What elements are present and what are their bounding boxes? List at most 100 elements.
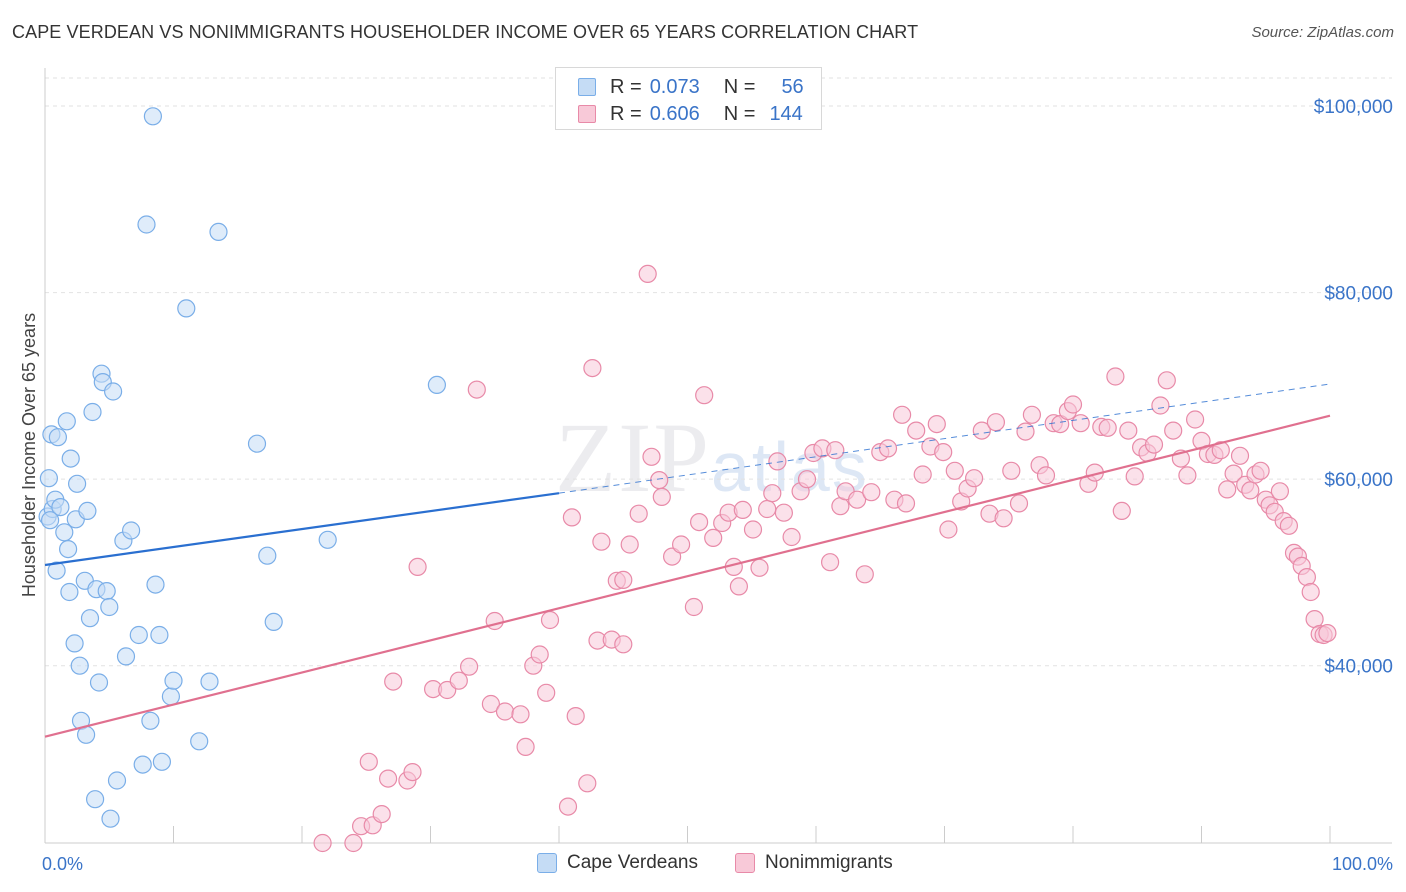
series-nonimmigrants <box>313 264 1337 853</box>
point-cape-verdeans <box>129 625 148 645</box>
point-nonimmigrants <box>1270 482 1290 501</box>
point-nonimmigrants <box>359 752 378 771</box>
stats-legend: R = 0.073 N = 56 R = 0.606 N = 144 <box>555 67 822 130</box>
legend-item-cape-verdeans[interactable]: Cape Verdeans <box>537 852 698 874</box>
point-nonimmigrants <box>1106 367 1125 386</box>
point-nonimmigrants <box>704 528 723 548</box>
point-nonimmigrants <box>344 833 363 853</box>
point-nonimmigrants <box>1063 395 1083 414</box>
point-nonimmigrants <box>1144 435 1164 454</box>
trend-lines <box>44 383 1331 738</box>
point-nonimmigrants <box>1185 410 1205 429</box>
legend-swatch-cape-verdeans <box>578 78 596 96</box>
point-cape-verdeans <box>161 687 180 706</box>
point-nonimmigrants <box>689 512 709 532</box>
point-nonimmigrants <box>1036 466 1056 485</box>
point-cape-verdeans <box>150 625 169 645</box>
legend-item-nonimmigrants[interactable]: Nonimmigrants <box>735 852 893 874</box>
point-cape-verdeans <box>177 299 196 318</box>
point-nonimmigrants <box>652 487 671 506</box>
point-nonimmigrants <box>562 508 582 527</box>
legend-n-value: 56 <box>781 75 804 98</box>
point-nonimmigrants <box>972 421 991 440</box>
point-nonimmigrants <box>372 804 391 824</box>
legend-r-value: 0.073 <box>649 75 700 98</box>
point-cape-verdeans <box>51 498 70 517</box>
point-nonimmigrants <box>537 683 556 702</box>
point-cape-verdeans <box>133 755 152 774</box>
point-cape-verdeans <box>83 402 102 422</box>
point-cape-verdeans <box>122 521 141 540</box>
point-cape-verdeans <box>78 501 97 520</box>
legend-r-label: R = <box>610 75 642 98</box>
point-nonimmigrants <box>511 705 530 724</box>
point-nonimmigrants <box>650 471 669 490</box>
point-nonimmigrants <box>1218 480 1237 499</box>
point-nonimmigrants <box>481 694 500 714</box>
point-cape-verdeans <box>247 434 267 453</box>
y-tick-label: $40,000 <box>1324 657 1393 678</box>
point-nonimmigrants <box>750 558 769 577</box>
point-nonimmigrants <box>768 452 787 471</box>
legend-r-value: 0.606 <box>649 102 700 125</box>
point-nonimmigrants <box>763 484 782 503</box>
point-nonimmigrants <box>1098 418 1117 437</box>
point-nonimmigrants <box>847 490 867 509</box>
point-cape-verdeans <box>97 581 116 601</box>
point-cape-verdeans <box>264 612 283 632</box>
point-cape-verdeans <box>137 215 156 234</box>
point-cape-verdeans <box>209 222 228 241</box>
point-cape-verdeans <box>47 561 66 580</box>
point-cape-verdeans <box>61 449 80 468</box>
point-nonimmigrants <box>862 483 881 502</box>
point-nonimmigrants <box>1318 623 1337 643</box>
point-nonimmigrants <box>1016 422 1035 441</box>
point-cape-verdeans <box>116 647 136 666</box>
point-nonimmigrants <box>758 499 777 519</box>
legend-row-nonimmigrants: R = 0.606 N = 144 <box>578 103 803 125</box>
point-nonimmigrants <box>530 645 549 664</box>
point-nonimmigrants <box>540 610 560 630</box>
point-nonimmigrants <box>662 547 682 566</box>
point-nonimmigrants <box>1279 516 1299 535</box>
point-nonimmigrants <box>743 520 763 539</box>
point-cape-verdeans <box>70 656 89 675</box>
series-cape-verdeans <box>38 107 446 828</box>
trend-line-cape-verdeans <box>44 492 560 567</box>
point-cape-verdeans <box>67 474 87 493</box>
point-nonimmigrants <box>1002 461 1021 480</box>
point-nonimmigrants <box>516 737 535 757</box>
point-nonimmigrants <box>986 413 1006 432</box>
point-nonimmigrants <box>782 527 801 547</box>
point-cape-verdeans <box>141 711 160 730</box>
point-cape-verdeans <box>39 469 59 488</box>
watermark: ZIPatlas <box>555 400 869 515</box>
point-nonimmigrants <box>733 500 752 519</box>
y-tick-label: $100,000 <box>1314 97 1393 118</box>
point-nonimmigrants <box>695 386 714 405</box>
point-cape-verdeans <box>258 546 277 565</box>
y-tick-label: $60,000 <box>1324 470 1393 491</box>
point-nonimmigrants <box>878 439 898 458</box>
point-nonimmigrants <box>408 557 427 577</box>
point-nonimmigrants <box>964 469 984 488</box>
point-nonimmigrants <box>945 461 964 480</box>
point-nonimmigrants <box>313 833 332 853</box>
trend-line-nonimmigrants <box>44 414 1331 738</box>
point-cape-verdeans <box>57 412 76 431</box>
point-nonimmigrants <box>855 565 874 584</box>
point-cape-verdeans <box>80 609 100 628</box>
point-nonimmigrants <box>1119 421 1138 440</box>
point-cape-verdeans <box>101 809 120 828</box>
point-cape-verdeans <box>89 673 109 692</box>
point-nonimmigrants <box>994 509 1013 528</box>
legend-n-label: N = <box>723 75 756 98</box>
point-nonimmigrants <box>820 553 840 572</box>
point-cape-verdeans <box>318 530 337 549</box>
gridlines <box>45 77 1392 667</box>
point-nonimmigrants <box>558 797 578 816</box>
legend-swatch-nonimmigrants <box>578 105 596 123</box>
point-nonimmigrants <box>566 706 585 726</box>
point-cape-verdeans <box>164 671 183 690</box>
point-nonimmigrants <box>892 405 912 424</box>
